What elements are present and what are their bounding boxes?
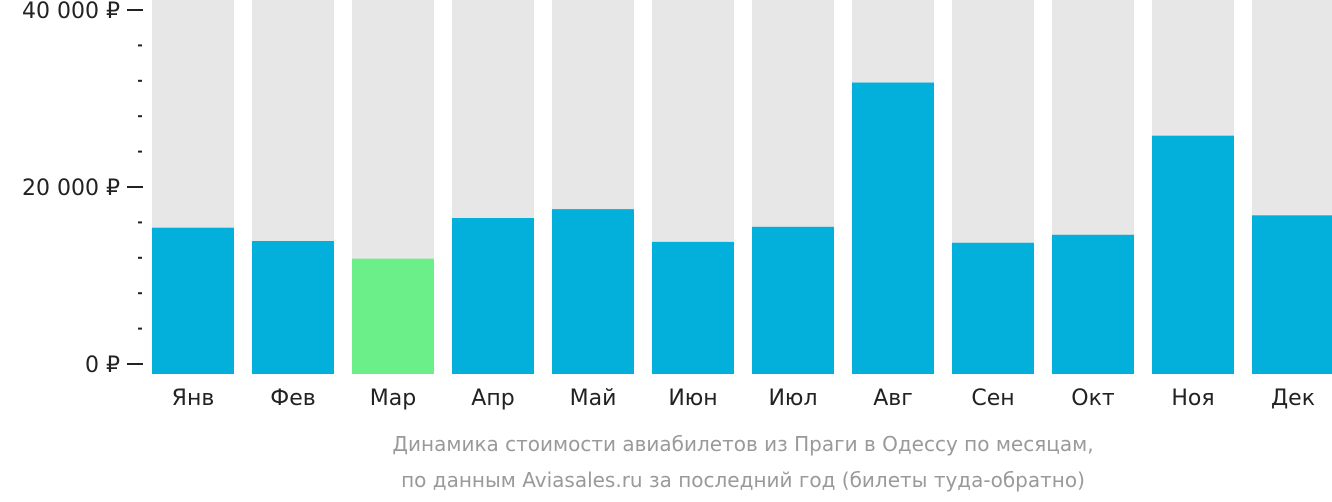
x-tick-label-11: Ноя [1171,386,1214,411]
x-tick-label-8: Авг [873,386,913,411]
x-tick-label-1: Янв [172,386,215,411]
x-tick-label-5: Май [570,386,617,411]
bar-8 [852,82,934,374]
y-tick-label-3: 40 000 ₽ [22,0,120,24]
y-tick-label-1: 0 ₽ [85,353,120,378]
x-tick-label-9: Сен [971,386,1014,411]
bar-11 [1152,135,1234,374]
x-tick-label-3: Мар [370,386,416,411]
x-tick-label-4: Апр [471,386,514,411]
bar-10 [1052,234,1134,374]
x-tick-label-12: Дек [1271,386,1315,411]
x-tick-label-2: Фев [270,386,315,411]
bar-3 [352,258,434,374]
x-tick-label-6: Июн [668,386,717,411]
chart-caption-line-2: по данным Aviasales.ru за последний год … [401,468,1085,492]
bar-2 [252,240,334,374]
x-tick-label-7: Июл [768,386,817,411]
bar-9 [952,242,1034,374]
bar-4 [452,217,534,374]
chart-caption-line-1: Динамика стоимости авиабилетов из Праги … [392,432,1094,456]
bar-12 [1252,215,1332,374]
bar-6 [652,241,734,374]
y-tick-label-2: 20 000 ₽ [22,176,120,201]
x-tick-label-10: Окт [1071,386,1115,411]
bar-7 [752,226,834,374]
bar-5 [552,209,634,374]
price-bar-chart: Янв Фев Мар Апр Май Июн Июл Авг Сен Окт Ноя Дек 0 ₽ 2… [22,0,1332,411]
bar-1 [152,227,234,374]
